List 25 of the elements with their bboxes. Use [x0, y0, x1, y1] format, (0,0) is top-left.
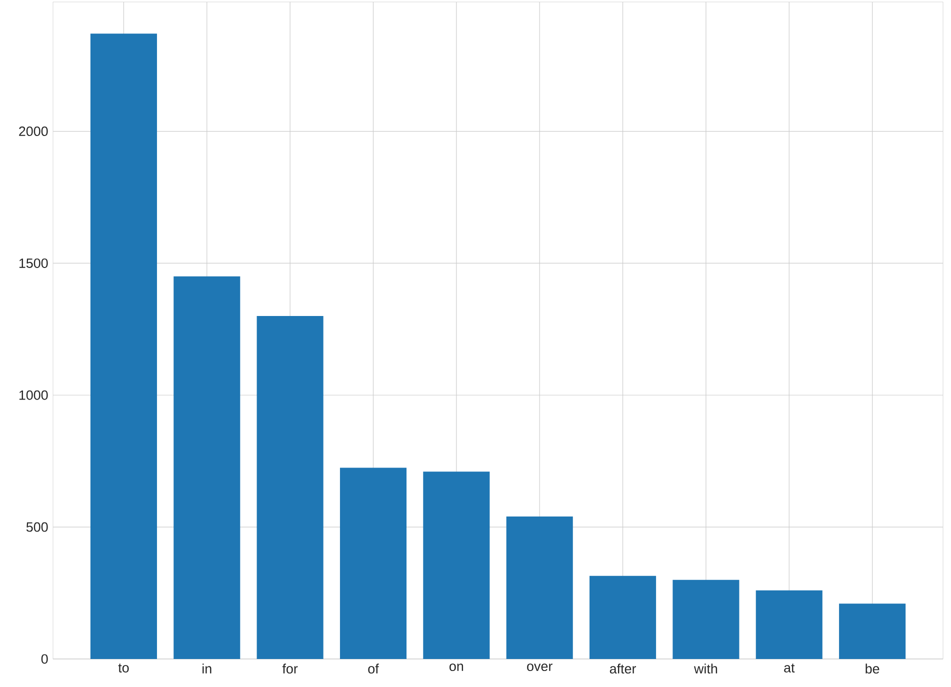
- x-tick-label: on: [450, 664, 464, 672]
- bar: [590, 576, 656, 659]
- y-tick-label: 2000: [19, 126, 48, 136]
- bar: [90, 34, 157, 659]
- x-tick-label: of: [368, 664, 379, 674]
- bar: [672, 580, 740, 659]
- bar: [506, 516, 573, 659]
- y-tick-label: 1000: [19, 390, 48, 400]
- bar: [756, 590, 822, 659]
- x-tick-label: over: [527, 664, 552, 672]
- y-tick-label: 1500: [19, 258, 48, 268]
- bar: [423, 472, 490, 659]
- x-tick-label: in: [202, 664, 212, 674]
- y-tick-label: 0: [41, 654, 48, 664]
- x-tick-label: be: [866, 664, 880, 674]
- bar: [839, 604, 906, 659]
- x-tick-label: after: [610, 664, 636, 674]
- bar: [174, 276, 240, 659]
- y-tick-label: 500: [26, 522, 48, 532]
- x-tick-label: for: [282, 664, 298, 674]
- x-tick-label: to: [118, 664, 129, 672]
- bar: [340, 468, 407, 659]
- bar: [256, 316, 324, 659]
- x-tick-label: at: [784, 664, 795, 672]
- x-tick-label: with: [694, 664, 718, 674]
